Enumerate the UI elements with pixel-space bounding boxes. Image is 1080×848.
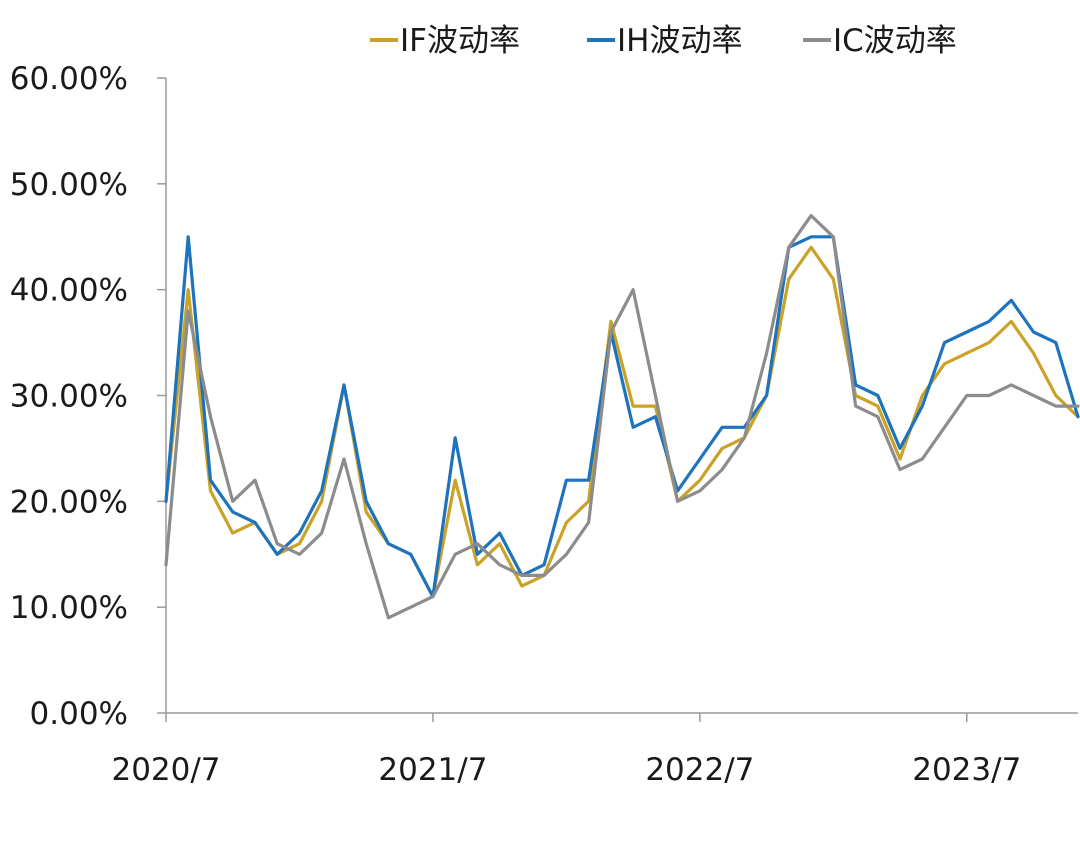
x-tick-label: 2022/7 <box>645 752 754 788</box>
legend-label-2: IH波动率 <box>617 23 742 59</box>
y-tick-label: 10.00% <box>10 590 128 626</box>
x-tick-label: 2023/7 <box>912 752 1021 788</box>
legend-label-3: IC波动率 <box>833 23 957 59</box>
legend-label-1: IF波动率 <box>400 23 520 59</box>
y-tick-label: 60.00% <box>10 61 128 97</box>
y-tick-label: 20.00% <box>10 484 128 520</box>
x-tick-label: 2020/7 <box>111 752 220 788</box>
x-tick-label: 2021/7 <box>378 752 487 788</box>
legend: IF波动率 IH波动率 IC波动率 <box>370 23 957 59</box>
series-line-1 <box>164 245 1080 599</box>
plot-area <box>164 214 1080 620</box>
y-tick-label: 50.00% <box>10 167 128 203</box>
series-line-2 <box>164 235 1080 599</box>
x-axis: 2020/7 2021/7 2022/7 2023/7 <box>111 712 1078 788</box>
y-axis: 0.00% 10.00% 20.00% 30.00% 40.00% 50.00% 60.00… <box>10 61 167 732</box>
series-line-3 <box>164 214 1080 620</box>
y-tick-label: 30.00% <box>10 379 128 415</box>
y-tick-label: 40.00% <box>10 273 128 309</box>
y-tick-label: 0.00% <box>30 696 128 732</box>
